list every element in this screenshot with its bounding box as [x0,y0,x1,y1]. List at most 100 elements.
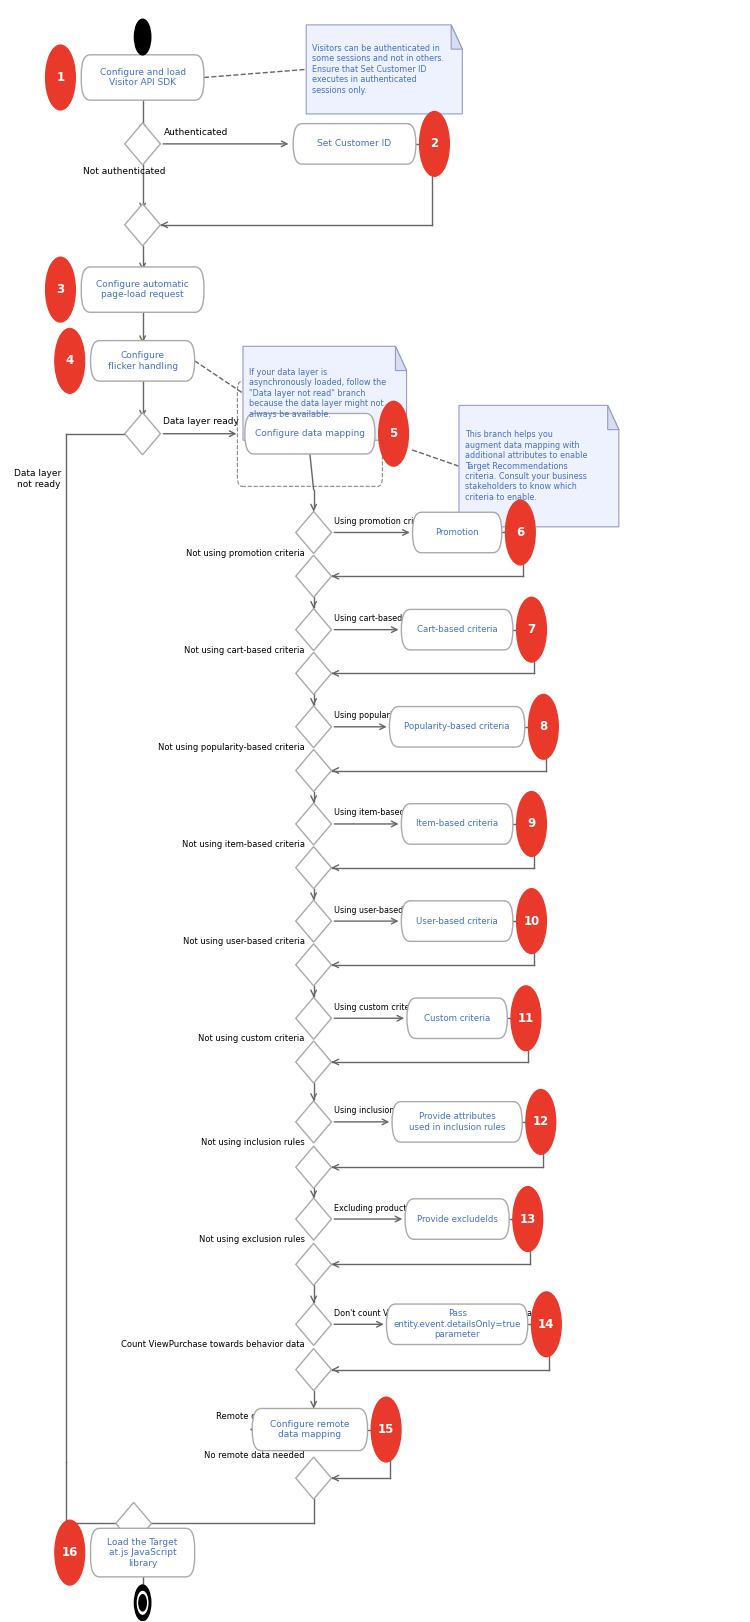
Circle shape [419,112,449,177]
FancyBboxPatch shape [401,805,513,843]
Circle shape [55,1520,85,1585]
Circle shape [55,329,85,393]
Text: 4: 4 [65,354,74,367]
Circle shape [137,1591,148,1614]
Text: Not using custom criteria: Not using custom criteria [198,1035,304,1043]
Text: Using cart-based criteria: Using cart-based criteria [334,615,434,623]
Text: Not using cart-based criteria: Not using cart-based criteria [184,646,304,655]
Text: Configure and load
Visitor API SDK: Configure and load Visitor API SDK [100,68,186,88]
Text: User-based criteria: User-based criteria [416,916,498,926]
Text: 10: 10 [524,915,539,928]
Circle shape [379,401,409,466]
Polygon shape [296,1199,332,1241]
Text: Data layer
not ready: Data layer not ready [13,469,61,488]
Text: Using user-based criteria: Using user-based criteria [334,905,435,915]
Circle shape [526,1090,556,1155]
Polygon shape [608,406,619,430]
Text: 6: 6 [516,526,524,539]
Text: 13: 13 [520,1213,536,1226]
Circle shape [371,1397,401,1461]
Text: 7: 7 [527,623,536,636]
Circle shape [46,45,75,110]
Polygon shape [452,24,462,49]
Text: Not using item-based criteria: Not using item-based criteria [182,840,304,850]
Text: Not using inclusion rules: Not using inclusion rules [201,1139,304,1147]
Polygon shape [296,1348,332,1390]
Text: Not using promotion criteria: Not using promotion criteria [186,548,304,558]
FancyBboxPatch shape [91,1528,195,1577]
Polygon shape [296,900,332,942]
Polygon shape [124,123,160,165]
Text: Using item-based criteria: Using item-based criteria [334,808,436,817]
Polygon shape [124,204,160,247]
Circle shape [139,1594,146,1611]
FancyBboxPatch shape [293,123,416,164]
FancyBboxPatch shape [252,1408,368,1450]
FancyBboxPatch shape [81,268,204,313]
Polygon shape [296,749,332,792]
Polygon shape [296,511,332,553]
Text: Don't count ViewPurchase towards behavior data: Don't count ViewPurchase towards behavio… [334,1309,532,1317]
Text: No remote data needed: No remote data needed [204,1450,304,1460]
Polygon shape [296,706,332,748]
Text: Using inclusion rules in criteria: Using inclusion rules in criteria [334,1106,458,1116]
Text: Using promotion criteria: Using promotion criteria [334,517,433,526]
Polygon shape [296,1302,332,1345]
Text: Visitors can be authenticated in
some sessions and not in others.
Ensure that Se: Visitors can be authenticated in some se… [312,44,444,94]
Text: 16: 16 [62,1546,78,1559]
Text: Using popularity-based criteria: Using popularity-based criteria [334,712,459,720]
Polygon shape [296,1457,332,1499]
FancyBboxPatch shape [401,610,513,650]
FancyBboxPatch shape [244,414,375,454]
Polygon shape [296,652,332,694]
Polygon shape [116,1502,152,1544]
Text: This branch helps you
augment data mapping with
additional attributes to enable
: This branch helps you augment data mappi… [465,430,587,501]
Circle shape [134,19,151,55]
Text: Configure automatic
page-load request: Configure automatic page-load request [96,281,189,300]
Circle shape [517,597,546,662]
Text: Pass
entity.event.detailsOnly=true
parameter: Pass entity.event.detailsOnly=true param… [394,1309,520,1340]
Text: 5: 5 [389,427,398,440]
Circle shape [517,792,546,856]
Polygon shape [296,1101,332,1144]
FancyBboxPatch shape [401,900,513,941]
Text: 3: 3 [56,284,64,297]
Polygon shape [296,847,332,889]
Polygon shape [296,944,332,986]
Circle shape [511,986,541,1051]
Text: Not authenticated: Not authenticated [83,167,166,175]
Polygon shape [306,24,462,114]
Text: 14: 14 [538,1317,554,1330]
Polygon shape [296,803,332,845]
Text: Excluding products: Excluding products [334,1204,411,1213]
Text: Set Customer ID: Set Customer ID [317,139,392,148]
Text: 2: 2 [430,138,439,151]
Polygon shape [296,608,332,650]
Text: Remote data needed: Remote data needed [216,1413,304,1421]
Polygon shape [296,998,332,1040]
Text: Promotion: Promotion [435,529,479,537]
Polygon shape [124,412,160,454]
Circle shape [134,1585,151,1620]
Polygon shape [296,1408,332,1450]
Text: Not using user-based criteria: Not using user-based criteria [183,938,304,946]
FancyBboxPatch shape [407,998,507,1038]
FancyBboxPatch shape [91,341,195,381]
Circle shape [513,1187,543,1252]
Text: Item-based criteria: Item-based criteria [416,819,498,829]
Text: 12: 12 [532,1116,549,1129]
Text: Data layer ready: Data layer ready [164,417,239,425]
Polygon shape [296,555,332,597]
Polygon shape [296,1244,332,1285]
Circle shape [532,1291,561,1356]
Text: Configure
flicker handling: Configure flicker handling [107,350,178,370]
Text: Using custom criteria: Using custom criteria [334,1002,421,1012]
FancyBboxPatch shape [392,1101,522,1142]
Text: Popularity-based criteria: Popularity-based criteria [404,722,510,732]
Circle shape [46,258,75,323]
Text: Not using exclusion rules: Not using exclusion rules [199,1236,304,1244]
Text: Configure data mapping: Configure data mapping [255,430,365,438]
Text: Count ViewPurchase towards behavior data: Count ViewPurchase towards behavior data [121,1340,304,1350]
Circle shape [517,889,546,954]
Polygon shape [395,345,406,370]
